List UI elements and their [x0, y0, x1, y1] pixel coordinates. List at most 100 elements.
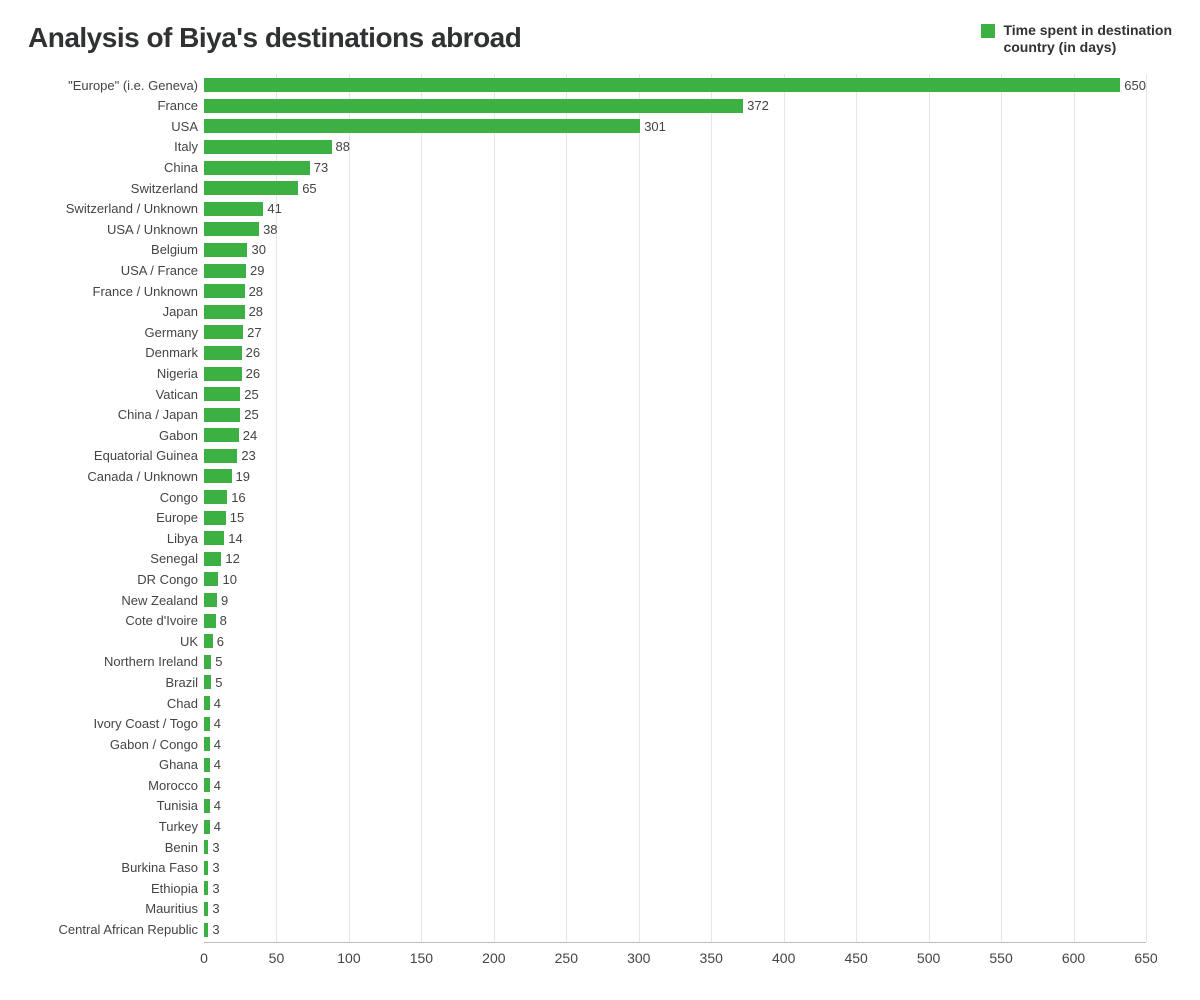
bar-value: 10 [222, 572, 236, 587]
bar-row: USA / Unknown38 [204, 220, 1146, 238]
bar-value: 6 [217, 634, 224, 649]
bar-label: France [28, 98, 204, 113]
bar-value: 26 [246, 345, 260, 360]
bar-row: China73 [204, 159, 1146, 177]
bar-label: Tunisia [28, 798, 204, 813]
bar-value: 12 [225, 551, 239, 566]
bar-label: Chad [28, 696, 204, 711]
bar-label: Japan [28, 304, 204, 319]
chart-title: Analysis of Biya's destinations abroad [28, 22, 521, 54]
chart-header: Analysis of Biya's destinations abroad T… [28, 22, 1172, 56]
bar-label: Ivory Coast / Togo [28, 716, 204, 731]
x-tick: 150 [410, 950, 433, 966]
chart-container: Analysis of Biya's destinations abroad T… [0, 0, 1200, 1000]
bar-row: Benin3 [204, 838, 1146, 856]
x-tick: 400 [772, 950, 795, 966]
bar-value: 3 [212, 922, 219, 937]
bar-label: Denmark [28, 345, 204, 360]
x-tick: 250 [555, 950, 578, 966]
bar-row: "Europe" (i.e. Geneva)650 [204, 76, 1146, 94]
bar [204, 428, 239, 442]
bar-value: 372 [747, 98, 769, 113]
bar-row: Gabon / Congo4 [204, 735, 1146, 753]
x-tick: 0 [200, 950, 208, 966]
bar-row: Canada / Unknown19 [204, 467, 1146, 485]
bar-row: Morocco4 [204, 776, 1146, 794]
bar [204, 675, 211, 689]
x-tick: 550 [989, 950, 1012, 966]
bar-value: 301 [644, 119, 666, 134]
bar-value: 3 [212, 881, 219, 896]
bar [204, 593, 217, 607]
bar [204, 264, 246, 278]
bar [204, 820, 210, 834]
bar-row: Cote d'Ivoire8 [204, 612, 1146, 630]
bar [204, 119, 640, 133]
bar-label: DR Congo [28, 572, 204, 587]
bar-row: Senegal12 [204, 550, 1146, 568]
bar [204, 614, 216, 628]
bar-value: 4 [214, 798, 221, 813]
x-tick: 200 [482, 950, 505, 966]
bar-label: Gabon [28, 428, 204, 443]
bar-value: 4 [214, 737, 221, 752]
bar [204, 737, 210, 751]
x-tick: 50 [269, 950, 285, 966]
bar [204, 778, 210, 792]
bar [204, 222, 259, 236]
bar [204, 367, 242, 381]
bar [204, 408, 240, 422]
bar-value: 4 [214, 819, 221, 834]
bar-row: Turkey4 [204, 818, 1146, 836]
bar [204, 202, 263, 216]
bar-value: 29 [250, 263, 264, 278]
bar-row: Tunisia4 [204, 797, 1146, 815]
bar-value: 4 [214, 716, 221, 731]
bar-value: 88 [336, 139, 350, 154]
bar-row: Denmark26 [204, 344, 1146, 362]
bar-value: 19 [236, 469, 250, 484]
legend-swatch [981, 24, 995, 38]
bar [204, 243, 247, 257]
bar-row: USA / France29 [204, 262, 1146, 280]
bar-label: Brazil [28, 675, 204, 690]
bars: "Europe" (i.e. Geneva)650France372USA301… [204, 74, 1146, 942]
bar-label: UK [28, 634, 204, 649]
bar-row: Germany27 [204, 323, 1146, 341]
bar-value: 14 [228, 531, 242, 546]
bar-value: 73 [314, 160, 328, 175]
bar-label: Germany [28, 325, 204, 340]
x-tick: 300 [627, 950, 650, 966]
bar [204, 881, 208, 895]
bar-value: 41 [267, 201, 281, 216]
bar-row: Nigeria26 [204, 365, 1146, 383]
bar [204, 799, 210, 813]
legend-label: Time spent in destination country (in da… [1003, 22, 1172, 56]
bar [204, 717, 210, 731]
bar [204, 181, 298, 195]
gridline [1146, 74, 1147, 942]
x-tick: 500 [917, 950, 940, 966]
bar [204, 511, 226, 525]
bar-value: 38 [263, 222, 277, 237]
x-tick: 100 [337, 950, 360, 966]
bar [204, 140, 332, 154]
bar-row: Europe15 [204, 509, 1146, 527]
bar [204, 490, 227, 504]
bar-row: Chad4 [204, 694, 1146, 712]
bar-value: 24 [243, 428, 257, 443]
bar-row: Central African Republic3 [204, 921, 1146, 939]
legend: Time spent in destination country (in da… [981, 22, 1172, 56]
bar-row: Ethiopia3 [204, 879, 1146, 897]
bar-value: 26 [246, 366, 260, 381]
bar-label: USA [28, 119, 204, 134]
bar [204, 469, 232, 483]
bar-row: Brazil5 [204, 673, 1146, 691]
bar [204, 325, 243, 339]
bar-label: Switzerland [28, 181, 204, 196]
bar-value: 5 [215, 675, 222, 690]
plot: "Europe" (i.e. Geneva)650France372USA301… [28, 74, 1172, 974]
bar-label: Cote d'Ivoire [28, 613, 204, 628]
bar-row: Italy88 [204, 138, 1146, 156]
bar-label: Burkina Faso [28, 860, 204, 875]
